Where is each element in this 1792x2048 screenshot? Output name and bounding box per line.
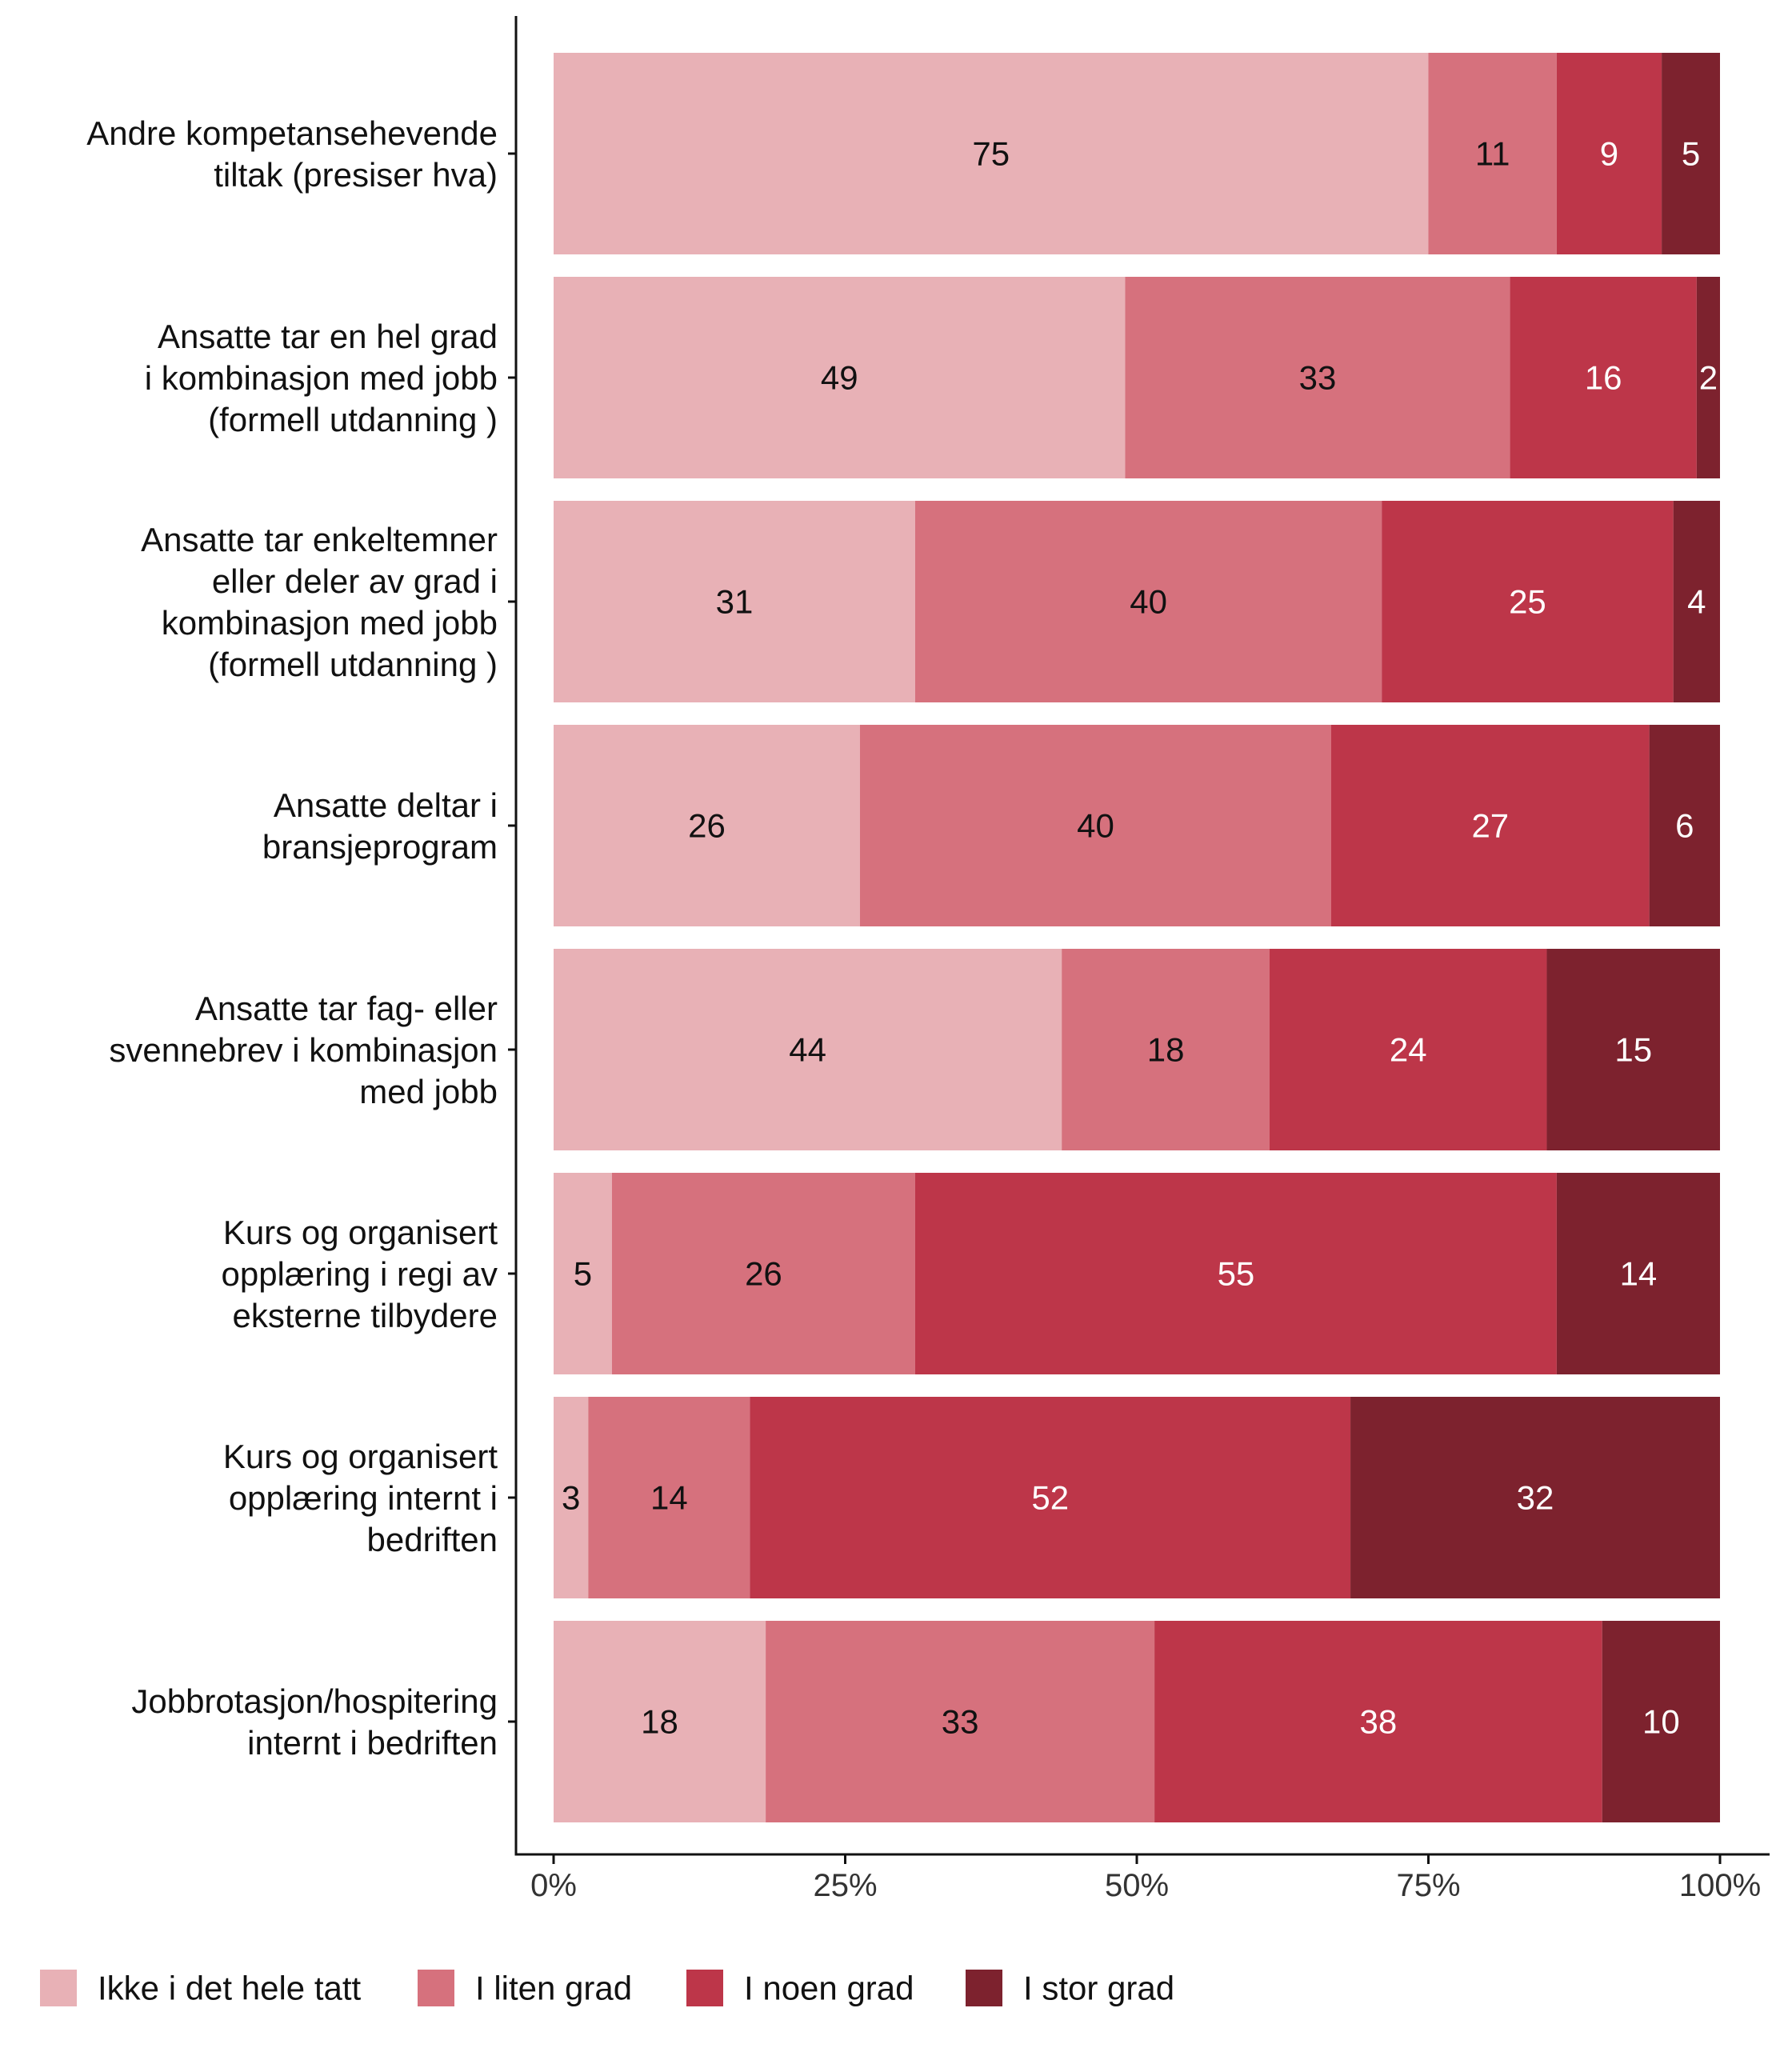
bar-segment-7-1 [554,1397,589,1598]
data-label-5-2: 18 [1147,1031,1185,1069]
bar-segment-3-3 [1382,501,1674,702]
bar-segment-8-3 [1154,1621,1602,1822]
x-tick-label-1: 0% [530,1868,577,1903]
legend: Ikke i det hele tatt I liten grad I noen g… [40,1970,1174,2007]
bar-segment-5-4 [1546,949,1720,1150]
data-label-8-4: 10 [1642,1703,1680,1741]
bar-segment-3-4 [1673,501,1720,702]
legend-label-3: I noen grad [744,1970,914,2007]
legend-label-4: I stor grad [1023,1970,1174,2007]
category-label-7: Kurs og organisert opplæring internt i bed… [223,1438,498,1558]
data-label-5-1: 44 [789,1031,826,1069]
legend-label-2: I liten grad [475,1970,632,2007]
data-label-5-4: 15 [1614,1031,1652,1069]
category-label-8: Jobbrotasjon/hospitering internt i bedrif… [131,1682,498,1762]
x-tick-label-4: 75% [1396,1868,1460,1903]
category-label-6: Kurs og organisert opplæring i regi av eks… [221,1214,498,1334]
data-label-7-1: 3 [562,1479,580,1517]
legend-label-1: Ikke i det hele tatt [98,1970,362,2007]
data-label-3-3: 25 [1509,583,1546,621]
bar-segment-4-3 [1331,725,1650,926]
data-label-4-1: 26 [688,807,726,845]
category-label-4: Ansatte deltar i bransjeprogram [262,786,498,866]
bar-segment-5-3 [1270,949,1547,1150]
data-label-5-3: 24 [1390,1031,1427,1069]
data-label-2-2: 33 [1299,359,1337,397]
legend-swatch-2 [418,1970,454,2006]
legend-swatch-3 [686,1970,723,2006]
bar-segment-5-1 [554,949,1062,1150]
data-label-3-2: 40 [1130,583,1167,621]
bar-segment-1-4 [1662,53,1720,254]
data-label-4-3: 27 [1471,807,1509,845]
data-label-7-4: 32 [1517,1479,1554,1517]
data-label-6-1: 5 [574,1255,592,1293]
data-label-1-1: 75 [972,135,1010,173]
bar-segment-8-1 [554,1621,766,1822]
axes: 0% 25% 50% 75% 100% [508,16,1770,1903]
bar-segment-2-4 [1696,277,1720,478]
category-label-2: Ansatte tar en hel grad i kombinasjon med… [145,318,498,438]
data-label-7-2: 14 [650,1479,688,1517]
bar-segment-8-4 [1602,1621,1720,1822]
legend-swatch-4 [966,1970,1002,2006]
bar-segment-8-2 [766,1621,1155,1822]
data-label-1-3: 9 [1600,135,1618,173]
data-label-3-4: 4 [1687,583,1706,621]
bars-layer [554,53,1720,1822]
category-label-3: Ansatte tar enkeltemner eller deler av gr… [141,521,498,683]
category-label-1: Andre kompetansehevende tiltak (presiser … [86,114,498,194]
bar-segment-6-3 [914,1173,1557,1374]
bar-segment-3-1 [554,501,915,702]
data-label-1-4: 5 [1682,135,1700,173]
bar-segment-2-1 [554,277,1126,478]
bar-segment-7-2 [588,1397,750,1598]
bar-segment-7-3 [750,1397,1351,1598]
data-label-1-2: 11 [1475,135,1510,173]
bar-segment-4-1 [554,725,860,926]
x-tick-label-3: 50% [1105,1868,1169,1903]
x-tick-label-2: 25% [813,1868,877,1903]
bar-segment-2-3 [1510,277,1697,478]
bar-segment-6-2 [611,1173,915,1374]
x-tick-label-5: 100% [1679,1868,1761,1903]
data-label-6-2: 26 [745,1255,782,1293]
data-label-6-3: 55 [1218,1255,1255,1293]
data-label-2-4: 2 [1699,359,1718,397]
bar-segment-1-3 [1556,53,1662,254]
bar-segment-3-2 [914,501,1382,702]
category-labels: Andre kompetansehevende tiltak (presiser … [86,114,498,1762]
data-label-8-2: 33 [942,1703,979,1741]
data-label-3-1: 31 [716,583,754,621]
bar-segment-4-4 [1649,725,1720,926]
bar-segment-2-2 [1125,277,1510,478]
data-labels-layer: 75 11 9 5 49 33 16 2 31 40 25 4 26 40 27 6 44 18 24 15 5 26 55… [562,135,1718,1741]
bar-segment-6-4 [1556,1173,1720,1374]
data-label-4-2: 40 [1077,807,1114,845]
data-label-6-4: 14 [1620,1255,1658,1293]
data-label-8-3: 38 [1360,1703,1398,1741]
data-label-2-3: 16 [1585,359,1622,397]
legend-swatch-1 [40,1970,77,2006]
data-label-4-4: 6 [1675,807,1694,845]
bar-segment-1-1 [554,53,1429,254]
bar-segment-4-2 [859,725,1331,926]
bar-segment-6-1 [554,1173,612,1374]
data-label-2-1: 49 [821,359,858,397]
data-label-7-3: 52 [1031,1479,1069,1517]
bar-segment-7-4 [1350,1397,1720,1598]
category-label-5: Ansatte tar fag- eller svennebrev i kombi… [109,990,498,1110]
bar-segment-1-2 [1428,53,1557,254]
bar-segment-5-2 [1062,949,1270,1150]
data-label-8-1: 18 [641,1703,678,1741]
